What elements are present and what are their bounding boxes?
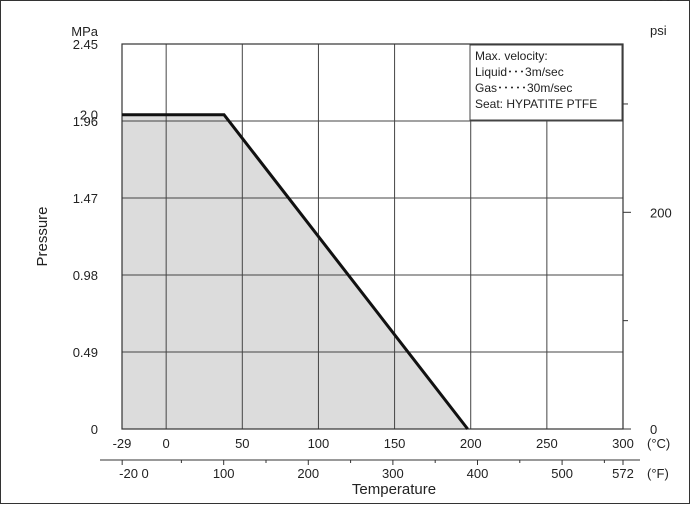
y-axis-title: Pressure bbox=[34, 206, 51, 266]
rating-line bbox=[122, 113, 469, 430]
x2-tick-label: 400 bbox=[467, 466, 489, 481]
x-tick-label: 150 bbox=[384, 436, 406, 451]
y-tick-label: 1.47 bbox=[73, 191, 98, 206]
annotation-line: Gas･････30m/sec bbox=[475, 81, 572, 95]
annotation-line: Liquid･･･3m/sec bbox=[475, 65, 564, 79]
x2-tick-label: -20 0 bbox=[119, 466, 149, 481]
plot-border bbox=[121, 43, 624, 430]
x-axis-title: Temperature bbox=[352, 481, 436, 498]
x-tick-label: 100 bbox=[308, 436, 330, 451]
x2-tick-label: 572 bbox=[612, 466, 634, 481]
x-tick-label: -29 bbox=[113, 436, 132, 451]
x-tick-label: 250 bbox=[536, 436, 558, 451]
y-tick-label: 2.0 bbox=[80, 108, 98, 123]
y-tick-label: 0.49 bbox=[73, 345, 98, 360]
x-unit-label: (°C) bbox=[647, 436, 670, 451]
annotation-box bbox=[469, 44, 623, 121]
y2-tick-label: 200 bbox=[650, 205, 672, 220]
y2-tick-label: 0 bbox=[650, 422, 657, 437]
y-tick-label: 1.96 bbox=[73, 114, 98, 129]
x2-tick-label: 500 bbox=[551, 466, 573, 481]
x-tick-label: 50 bbox=[235, 436, 249, 451]
annotation-line: Seat: HYPATITE PTFE bbox=[475, 97, 597, 111]
x-tick-label: 0 bbox=[163, 436, 170, 451]
rating-area bbox=[122, 114, 468, 429]
y-tick-label: 0 bbox=[91, 422, 98, 437]
y-tick-label: 0.98 bbox=[73, 268, 98, 283]
annotation-line: Max. velocity: bbox=[475, 49, 548, 63]
x2-tick-label: 100 bbox=[213, 466, 235, 481]
x2-tick-label: 300 bbox=[382, 466, 404, 481]
y2-tick-label: 400 bbox=[650, 0, 672, 4]
x2-tick-label: 200 bbox=[297, 466, 319, 481]
x2-unit-label: (°F) bbox=[647, 466, 669, 481]
x-tick-label: 300 bbox=[612, 436, 634, 451]
y2-unit-label: psi bbox=[650, 23, 667, 38]
y-tick-label: 2.45 bbox=[73, 37, 98, 52]
y-unit-label: MPa bbox=[71, 24, 99, 39]
x-tick-label: 200 bbox=[460, 436, 482, 451]
